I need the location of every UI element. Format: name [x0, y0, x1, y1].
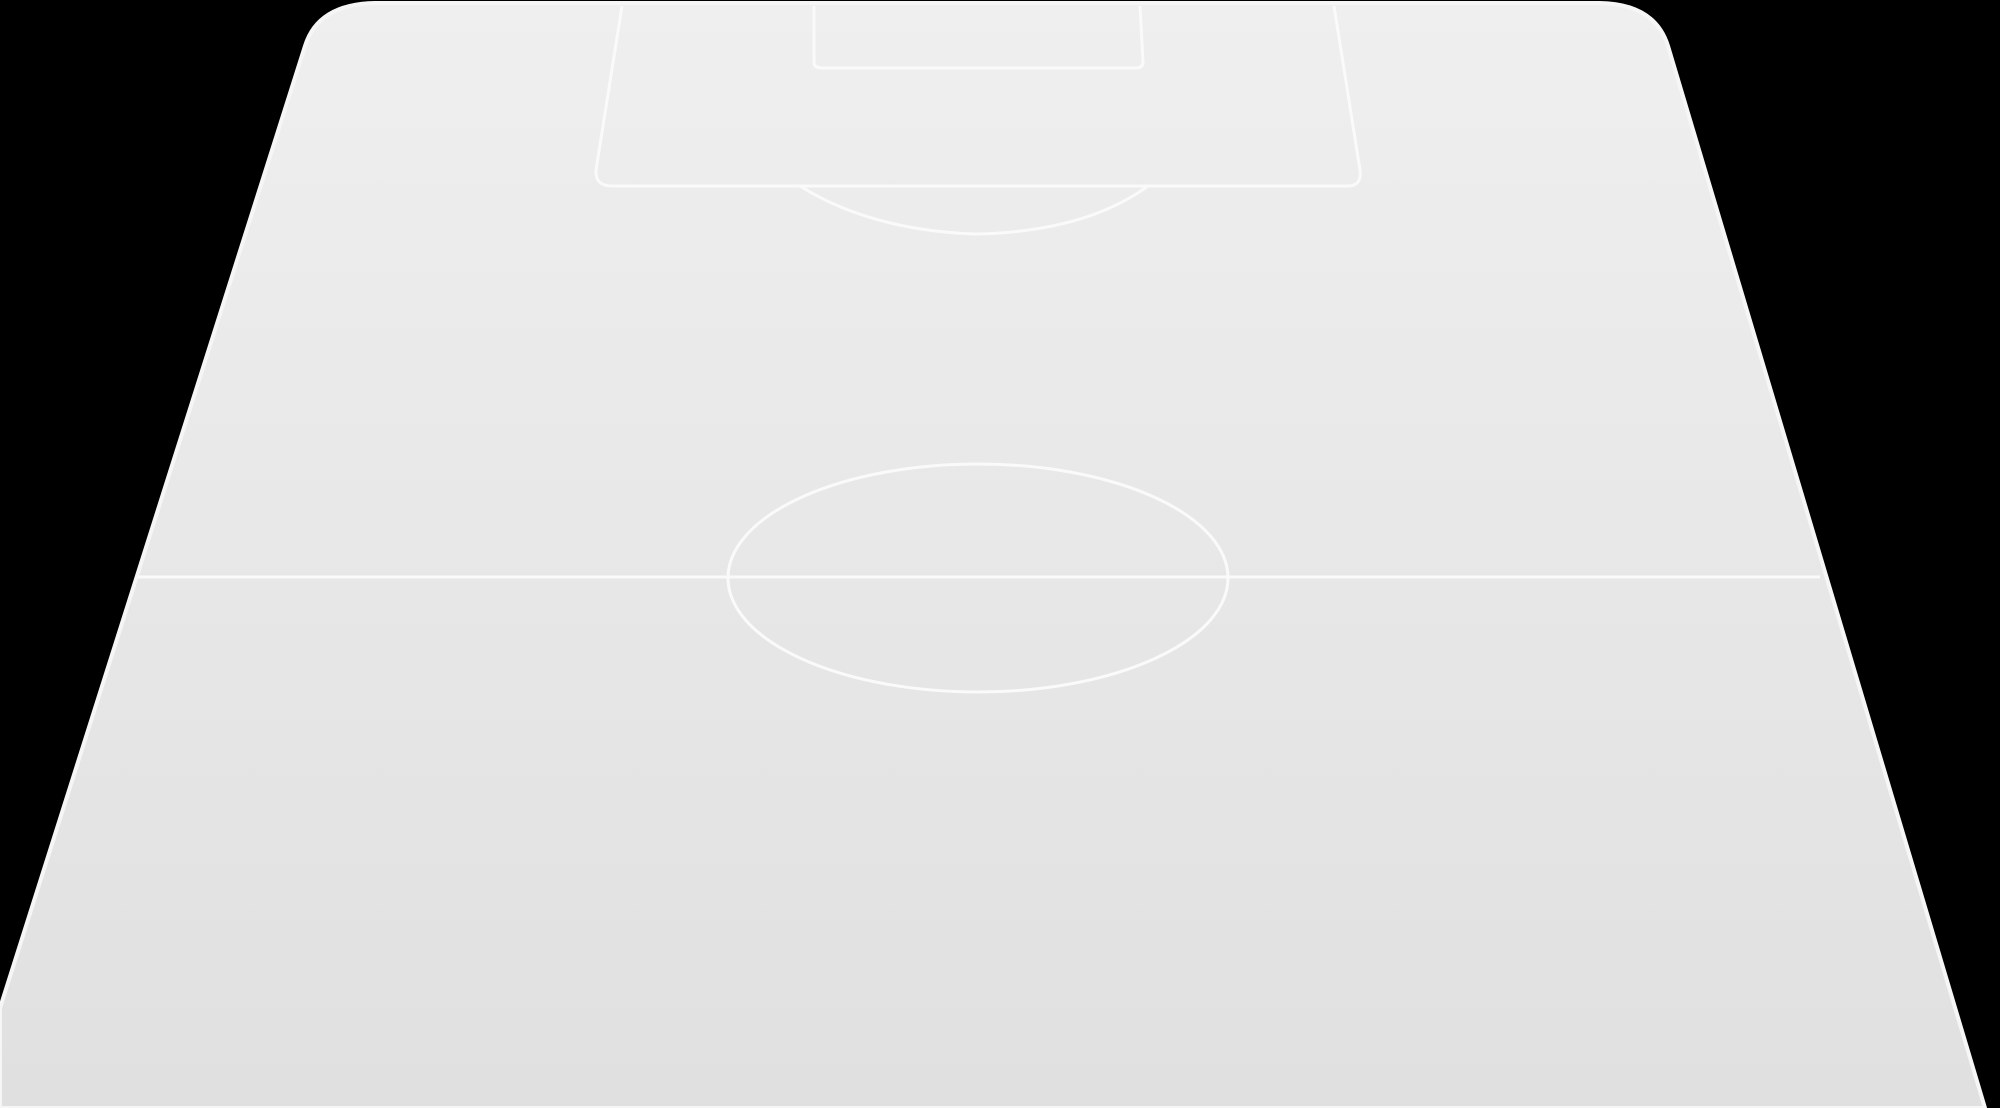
penalty-arc	[799, 184, 1149, 236]
center-circle	[726, 462, 1230, 694]
goal-area	[812, 5, 1145, 70]
pitch-markings	[138, 5, 1820, 694]
penalty-area	[594, 5, 1362, 188]
